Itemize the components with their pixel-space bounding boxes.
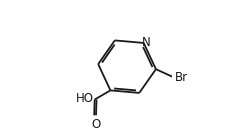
Text: Br: Br [175,71,188,84]
Text: N: N [142,36,150,49]
Text: HO: HO [76,92,94,105]
Text: O: O [91,118,100,131]
